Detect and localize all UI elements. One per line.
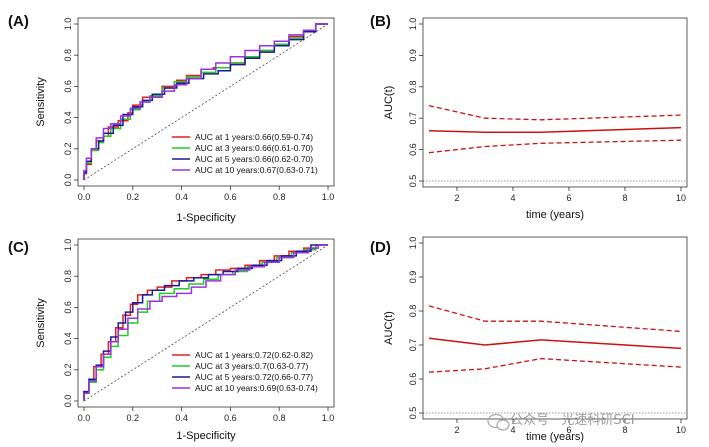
legend-entry-label: AUC at 10 years:0.69(0.63-0.74): [195, 383, 318, 393]
x-tick-label: 10: [676, 193, 686, 203]
x-tick-label: 0.6: [224, 192, 237, 202]
reference-diagonal-line: [83, 244, 329, 402]
panel-c-roc-chart: (C) 0.0 0.2 0.4 0.6 0.8 1.0 0.0 0.2 0.4 0.6 0.8 1.0 1…: [8, 238, 335, 442]
roc-curve: [83, 23, 328, 180]
legend-entry-label: AUC at 10 years:0.67(0.63-0.71): [195, 165, 318, 175]
roc-curve: [83, 244, 328, 401]
roc-curve: [83, 23, 328, 180]
x-tick-label: 4: [510, 193, 515, 203]
y-tick-label: 0.7: [408, 112, 418, 125]
legend-entry-label: AUC at 3 years:0.7(0.63-0.77): [195, 361, 309, 371]
x-tick-label: 1.0: [322, 192, 335, 202]
y-tick-label: 0.6: [63, 301, 73, 314]
x-tick-label: 0.4: [175, 413, 188, 423]
x-tick-label: 6: [566, 193, 571, 203]
upper-ci-line: [428, 104, 682, 121]
plot-frame: [422, 17, 688, 188]
upper-ci-line: [428, 305, 682, 333]
x-tick-label: 0.6: [224, 413, 237, 423]
x-tick-label: 2: [454, 193, 459, 203]
y-axis-title: AUC(t): [383, 86, 395, 120]
x-tick-label: 8: [622, 193, 627, 203]
plot-frame: [422, 236, 688, 420]
y-tick-label: 0.2: [63, 364, 73, 377]
y-tick-label: 0.9: [408, 271, 418, 284]
y-tick-label: 0.7: [408, 339, 418, 352]
x-axis-title: 1-Specificity: [176, 212, 236, 224]
auc-line: [428, 337, 682, 350]
x-tick-label: 1.0: [322, 413, 335, 423]
legend-entry-label: AUC at 3 years:0.66(0.61-0.70): [195, 143, 313, 153]
x-tick-label: 0.0: [78, 192, 91, 202]
panel-b-auc-time-chart: (B) 2 4 6 8 10 0.5 0.6 0.7 0.8 0.9 1.0 time (years) A…: [370, 13, 688, 221]
wechat-icon: [487, 413, 510, 431]
x-tick-label: 8: [622, 425, 627, 435]
lower-ci-line: [428, 139, 682, 154]
y-axis-title: Sensitivity: [35, 298, 47, 348]
x-tick-label: 0.8: [273, 192, 286, 202]
y-tick-label: 0.4: [63, 332, 73, 345]
y-tick-label: 0.6: [408, 143, 418, 156]
auc-line: [428, 126, 682, 134]
panel-label: (A): [8, 13, 29, 30]
plot-frame: [77, 17, 335, 187]
panel-label: (B): [370, 13, 391, 30]
x-tick-label: 0.4: [175, 192, 188, 202]
wechat-icon-bubble-small: [496, 419, 510, 431]
x-tick-label: 2: [454, 425, 459, 435]
y-tick-label: 0.8: [408, 305, 418, 318]
watermark-text: 公众号 · 光速科研SCI: [510, 413, 635, 428]
reference-diagonal-line: [83, 23, 329, 181]
y-tick-label: 1.0: [408, 237, 418, 250]
watermark: 公众号 · 光速科研SCI: [487, 413, 635, 431]
y-tick-label: 0.8: [63, 49, 73, 62]
roc-curve: [83, 244, 328, 401]
x-tick-label: 0.0: [78, 413, 91, 423]
x-tick-label: 10: [676, 425, 686, 435]
x-axis-title: time (years): [526, 209, 584, 221]
y-tick-label: 0.0: [63, 174, 73, 187]
x-tick-label: 6: [566, 425, 571, 435]
x-tick-label: 0.2: [127, 192, 140, 202]
y-tick-label: 1.0: [63, 239, 73, 252]
y-tick-label: 0.8: [63, 270, 73, 283]
x-axis-title: 1-Specificity: [176, 430, 236, 442]
x-tick-label: 0.2: [127, 413, 140, 423]
y-tick-label: 0.2: [63, 143, 73, 156]
y-tick-label: 1.0: [63, 18, 73, 31]
y-tick-label: 1.0: [408, 18, 418, 31]
y-tick-label: 0.0: [63, 395, 73, 408]
panel-a-roc-chart: (A) 0.0 0.2 0.4 0.6 0.8 1.0 0.0 0.2 0.4 0.6 0.8 1.0 1…: [8, 13, 335, 224]
panel-label: (D): [370, 239, 391, 256]
x-axis-title: time (years): [526, 431, 584, 443]
plot-frame: [77, 238, 335, 408]
x-tick-label: 4: [510, 425, 515, 435]
lower-ci-line: [428, 357, 682, 373]
legend-entry-label: AUC at 1 years:0.72(0.62-0.82): [195, 350, 313, 360]
y-tick-label: 0.8: [408, 81, 418, 94]
y-tick-label: 0.4: [63, 111, 73, 124]
legend-entry-label: AUC at 5 years:0.72(0.66-0.77): [195, 372, 313, 382]
x-tick-label: 0.8: [273, 413, 286, 423]
y-tick-label: 0.6: [63, 80, 73, 93]
legend-entry-label: AUC at 5 years:0.66(0.62-0.70): [195, 154, 313, 164]
y-axis-title: AUC(t): [383, 311, 395, 345]
panel-label: (C): [8, 239, 29, 256]
y-tick-label: 0.5: [408, 407, 418, 420]
y-tick-label: 0.5: [408, 175, 418, 188]
legend-entry-label: AUC at 1 years:0.66(0.59-0.74): [195, 132, 313, 142]
y-tick-label: 0.9: [408, 49, 418, 62]
y-axis-title: Sensitivity: [35, 77, 47, 127]
panel-d-auc-time-chart: (D) 2 4 6 8 10 0.5 0.6 0.7 0.8 0.9 1.0 time (years) A…: [370, 236, 688, 443]
y-tick-label: 0.6: [408, 373, 418, 386]
